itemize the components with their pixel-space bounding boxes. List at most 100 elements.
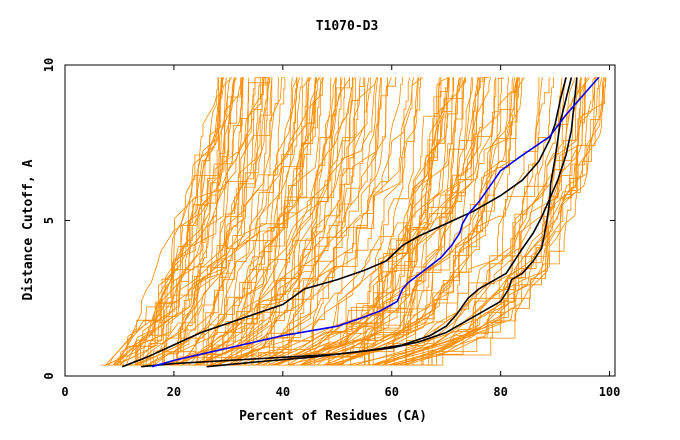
background-curve	[214, 77, 370, 366]
background-curve	[371, 77, 540, 366]
background-curve	[326, 77, 515, 366]
background-curve	[389, 77, 605, 366]
background-curve	[324, 77, 490, 366]
background-curve	[226, 77, 382, 366]
background-curve	[165, 77, 303, 366]
x-tick-label: 20	[167, 385, 181, 399]
background-curve	[300, 77, 472, 366]
background-curve	[128, 77, 233, 366]
background-curve	[108, 77, 222, 366]
background-curve	[171, 77, 298, 366]
background-curve	[132, 77, 263, 366]
background-curve	[194, 77, 323, 366]
background-curve	[301, 77, 463, 366]
x-tick-label: 40	[276, 385, 290, 399]
series-line-model-1	[121, 77, 567, 368]
y-tick-label: 0	[42, 372, 56, 379]
background-curve	[340, 77, 519, 366]
background-curve	[287, 77, 462, 366]
background-curve	[156, 77, 298, 366]
plot-frame	[64, 64, 616, 377]
background-curve	[323, 77, 497, 366]
background-curve	[206, 77, 355, 366]
background-curve	[300, 77, 491, 366]
series-line-model-blue	[151, 76, 600, 368]
background-curve	[199, 77, 345, 366]
y-tick-label: 10	[42, 58, 56, 72]
background-curve	[242, 77, 392, 366]
background-curve	[173, 77, 308, 366]
background-curve	[267, 77, 451, 366]
background-curve	[129, 77, 235, 366]
background-curve	[272, 77, 449, 366]
background-curve	[125, 77, 244, 366]
background-curve	[301, 77, 484, 366]
background-curve	[254, 77, 403, 366]
background-curve	[306, 77, 497, 366]
background-curve	[347, 77, 554, 366]
background-curve	[360, 77, 563, 366]
background-curve	[106, 77, 220, 366]
background-curve	[197, 77, 350, 366]
background-curve	[371, 77, 590, 366]
background-curve	[301, 77, 480, 366]
background-curves	[100, 77, 607, 366]
background-curve	[177, 77, 297, 366]
background-curve	[370, 77, 568, 366]
background-curve	[382, 77, 578, 366]
background-curve	[227, 77, 365, 366]
background-curve	[113, 77, 231, 366]
background-curve	[128, 77, 235, 366]
background-curve	[162, 77, 300, 366]
x-tick-label: 60	[385, 385, 399, 399]
background-curve	[188, 77, 316, 366]
background-curve	[256, 77, 421, 366]
background-curve	[142, 77, 269, 366]
background-curve	[325, 77, 502, 366]
x-tick-label: 100	[599, 385, 621, 399]
background-curve	[404, 77, 606, 366]
background-curve	[393, 77, 603, 366]
background-curve	[275, 77, 460, 366]
background-curve	[139, 77, 264, 366]
background-curve	[354, 77, 551, 366]
y-axis-label: Distance Cutoff, A	[21, 159, 36, 300]
background-curve	[174, 77, 316, 366]
background-curve	[374, 77, 587, 366]
y-tick-label: 5	[42, 217, 56, 224]
background-curve	[271, 77, 449, 366]
series-line-model-3	[206, 77, 578, 368]
background-curve	[306, 77, 481, 366]
background-curve	[154, 77, 267, 366]
background-curve	[257, 77, 423, 366]
background-curve	[351, 77, 543, 366]
x-tick-label: 0	[61, 385, 68, 399]
background-curve	[209, 77, 332, 366]
x-axis-label: Percent of Residues (CA)	[239, 409, 427, 424]
background-curve	[137, 77, 243, 366]
axes: 0 20 40 60 80 100 0 5 10	[42, 58, 620, 399]
chart-title: T1070-D3	[316, 19, 379, 34]
background-curve	[381, 77, 581, 366]
background-curve	[195, 77, 321, 366]
background-curve	[287, 77, 463, 366]
background-curve	[120, 77, 224, 366]
background-curve	[232, 77, 377, 366]
background-curve	[231, 77, 378, 366]
background-curve	[337, 77, 520, 366]
background-curve	[265, 77, 419, 366]
background-curve	[387, 77, 596, 366]
background-curve	[195, 77, 318, 366]
background-curve	[251, 77, 415, 366]
background-curve	[148, 77, 271, 366]
background-curve	[128, 77, 244, 366]
background-curve	[216, 77, 354, 366]
background-curve	[406, 77, 600, 366]
background-curve	[261, 77, 419, 366]
background-curve	[254, 77, 411, 366]
background-curve	[208, 77, 372, 366]
background-curve	[169, 77, 286, 366]
highlight-curves	[121, 76, 600, 368]
background-curve	[192, 77, 317, 366]
x-tick-label: 80	[493, 385, 507, 399]
